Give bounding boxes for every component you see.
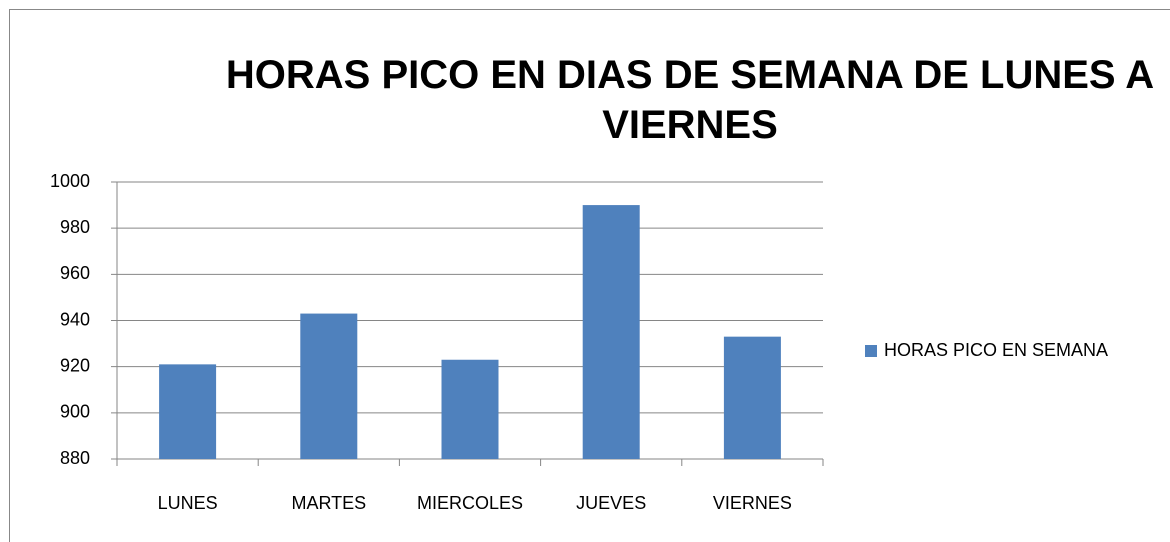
y-tick-label: 880 — [60, 448, 90, 468]
bar — [300, 313, 358, 459]
x-tick-label: VIERNES — [713, 493, 792, 513]
y-tick-label: 1000 — [50, 171, 90, 191]
bar — [723, 336, 781, 459]
y-tick-label: 920 — [60, 355, 90, 375]
legend-label: HORAS PICO EN SEMANA — [884, 340, 1108, 360]
y-tick-label: 980 — [60, 217, 90, 237]
bar — [441, 359, 499, 459]
x-tick-label: MARTES — [291, 493, 366, 513]
bar — [582, 205, 640, 459]
legend-swatch — [865, 345, 877, 357]
y-tick-label: 940 — [60, 309, 90, 329]
chart-title: HORAS PICO EN DIAS DE SEMANA DE LUNES A … — [225, 53, 1155, 147]
bar — [159, 364, 217, 459]
x-tick-label: MIERCOLES — [417, 493, 523, 513]
y-tick-label: 900 — [60, 402, 90, 422]
x-tick-label: JUEVES — [576, 493, 646, 513]
y-tick-label: 960 — [60, 263, 90, 283]
x-tick-label: LUNES — [158, 493, 218, 513]
